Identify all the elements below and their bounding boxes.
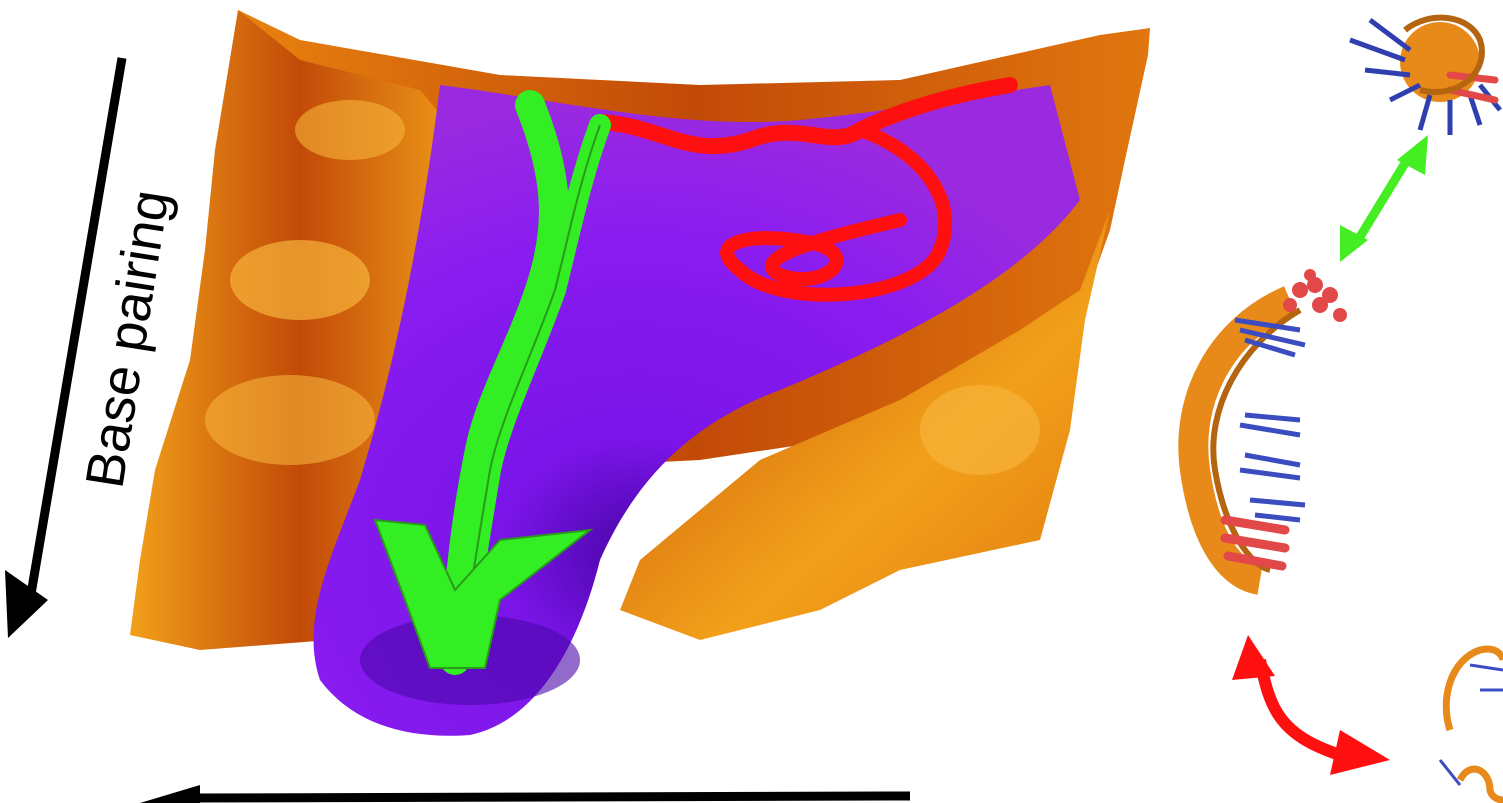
arrowhead-icon (1232, 635, 1275, 680)
arrowhead-icon (1340, 225, 1368, 262)
base-pairing-axis (5, 57, 127, 638)
structure-bottom (1438, 645, 1503, 803)
red-bent-arrow (1232, 635, 1390, 775)
structure-middle (1178, 269, 1347, 595)
horizontal-axis (140, 785, 911, 803)
green-double-arrow (1340, 135, 1428, 262)
arrowhead-icon (1330, 730, 1390, 775)
energy-landscape-surface (130, 10, 1150, 736)
axis-arrowhead-icon (5, 570, 48, 638)
folding-pathway-green (373, 90, 611, 675)
structure-top (1349, 14, 1502, 135)
arrowhead-icon (1397, 135, 1428, 175)
axis-arrowhead-icon (140, 785, 200, 803)
misfolding-pathway-red (592, 77, 1018, 302)
